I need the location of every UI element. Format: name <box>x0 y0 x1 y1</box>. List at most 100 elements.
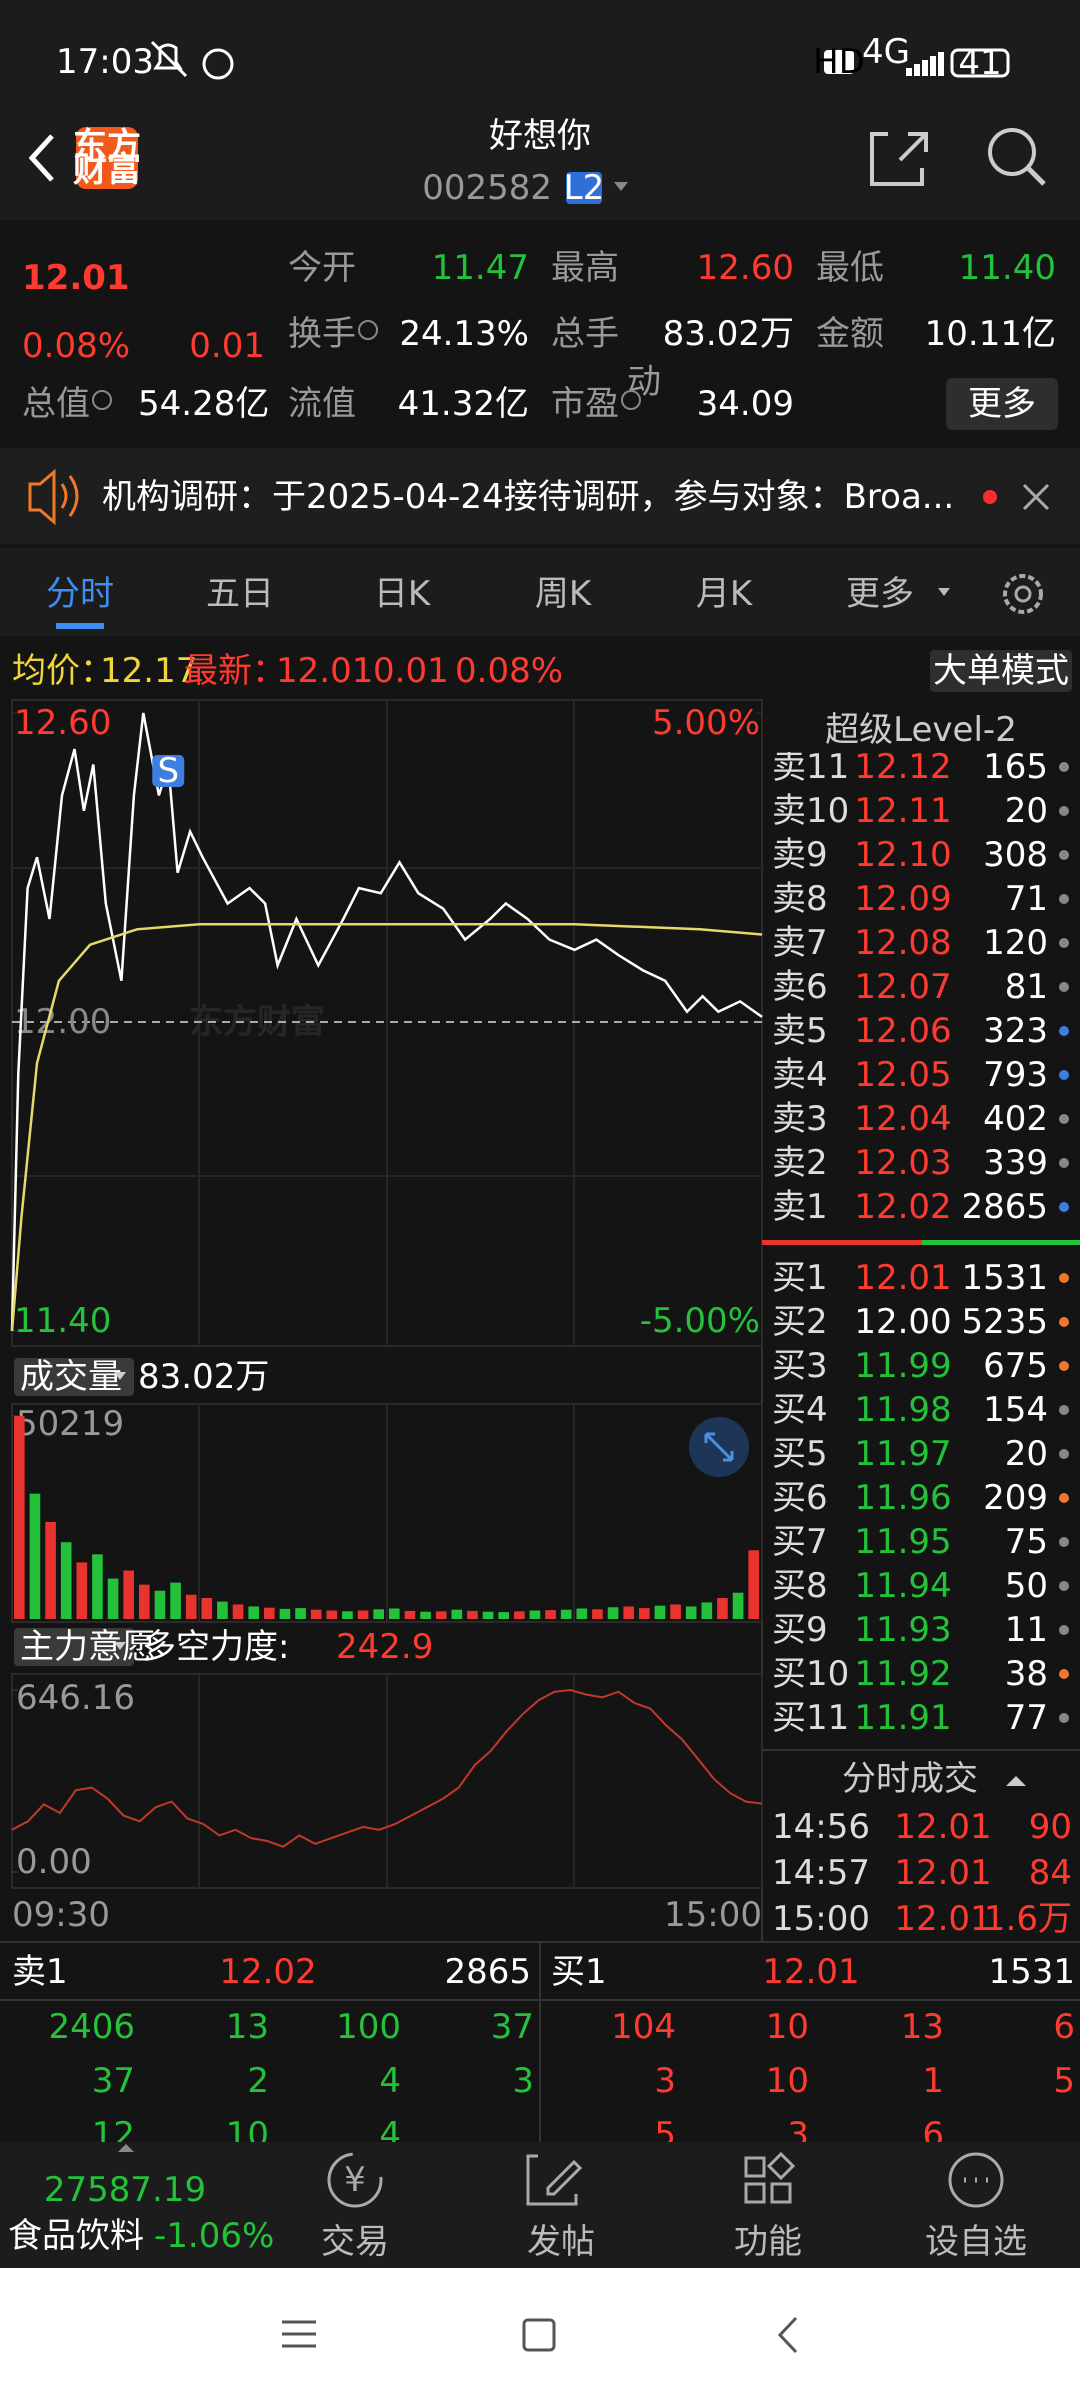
trade-volume: 90 <box>1029 1807 1072 1847</box>
field-value: 24.13% <box>399 314 529 354</box>
x-tick-label: 09:30 <box>12 1895 110 1935</box>
detail-cell: 2406 <box>48 2007 135 2047</box>
y-tick-label: 11.40 <box>14 1301 111 1341</box>
volume-bar <box>76 1562 88 1619</box>
book-price: 11.99 <box>854 1346 951 1386</box>
more-button[interactable] <box>946 378 1058 430</box>
index-value[interactable]: 27587.19 <box>44 2170 206 2210</box>
mode-button[interactable] <box>930 650 1072 692</box>
y-tick-label: 646.16 <box>16 1678 135 1718</box>
book-label: 卖2 <box>772 1143 828 1183</box>
detail-cell: 37 <box>92 2061 135 2101</box>
dropdown-arrow[interactable] <box>614 182 628 191</box>
book-volume: 81 <box>1005 967 1048 1007</box>
more-button-text[interactable]: 更多 <box>968 384 1036 424</box>
detail-cell: 104 <box>611 2007 676 2047</box>
volume-bar <box>14 1416 25 1619</box>
book-label: 买6 <box>772 1478 828 1518</box>
chart-title[interactable]: 主力意愿 <box>20 1627 156 1667</box>
field-value: 83.02万 <box>663 314 794 354</box>
trade-price: 12.01 <box>894 1899 991 1939</box>
volume-bar <box>185 1594 197 1619</box>
notice-close[interactable] <box>1022 483 1050 511</box>
function-icon[interactable] <box>744 2151 796 2204</box>
tab[interactable]: 周K <box>535 574 593 614</box>
post-icon[interactable] <box>526 2154 583 2206</box>
total-volume: 83.02万 <box>138 1357 269 1397</box>
volume-selector[interactable] <box>14 1358 134 1396</box>
book-price: 12.05 <box>854 1055 951 1095</box>
field-note: 动 <box>627 362 661 402</box>
volume-bar <box>732 1592 744 1619</box>
share-button[interactable] <box>870 132 928 186</box>
nav-back[interactable] <box>777 2316 798 2354</box>
detail-price: 12.01 <box>762 1952 859 1992</box>
quote-bg <box>0 222 1080 442</box>
book-volume: 20 <box>1005 1434 1048 1474</box>
volume-bar <box>357 1610 369 1619</box>
field-value: 41.32亿 <box>398 384 529 424</box>
info-icon[interactable] <box>621 390 641 410</box>
book-flag <box>1059 982 1069 992</box>
field-value: 11.47 <box>432 248 529 288</box>
book-flag <box>1059 1449 1069 1459</box>
book-label: 卖1 <box>772 1187 828 1227</box>
volume-bar <box>170 1582 181 1619</box>
volume-bar <box>373 1609 384 1619</box>
bottom-button[interactable]: 发帖 <box>527 2222 595 2262</box>
book-label: 卖5 <box>772 1011 828 1051</box>
tab[interactable]: 更多 <box>846 574 914 614</box>
tab[interactable]: 分时 <box>46 574 114 614</box>
settings-button[interactable] <box>1003 574 1043 614</box>
volume-bar <box>451 1609 463 1619</box>
book-volume: 793 <box>983 1055 1048 1095</box>
chart-title[interactable]: 成交量 <box>20 1357 122 1397</box>
battery-level: 41 <box>958 43 1001 83</box>
trades-title[interactable]: 分时成交 <box>842 1759 978 1799</box>
volume-bar <box>310 1609 322 1619</box>
trade-icon[interactable] <box>327 2152 383 2208</box>
volume-bar <box>107 1578 119 1619</box>
tab[interactable]: 五日 <box>206 574 274 614</box>
detail-cell: 100 <box>336 2007 401 2047</box>
book-price: 12.12 <box>854 747 951 787</box>
watchlist-icon[interactable] <box>948 2152 1004 2208</box>
power-selector[interactable] <box>14 1628 134 1666</box>
back-button[interactable] <box>28 134 54 182</box>
book-volume: 402 <box>983 1099 1048 1139</box>
book-price: 12.07 <box>854 967 951 1007</box>
notice-text[interactable]: 机构调研：于2025-04-24接待调研，参与对象：Broa... <box>102 477 954 517</box>
level-text: L2 <box>564 168 605 208</box>
book-volume: 154 <box>983 1390 1048 1430</box>
book-label: 买7 <box>772 1522 828 1562</box>
bottom-button[interactable]: 功能 <box>734 2222 802 2262</box>
book-label: 买9 <box>772 1610 828 1650</box>
power-line <box>11 1688 763 1848</box>
mode-button-text[interactable]: 大单模式 <box>933 651 1069 691</box>
book-label: 买5 <box>772 1434 828 1474</box>
detail-cell: 3 <box>787 2115 809 2155</box>
book-flag <box>1059 1537 1069 1547</box>
info-icon[interactable] <box>358 320 378 340</box>
bottom-button[interactable]: 交易 <box>321 2222 389 2262</box>
book-flag <box>1059 850 1069 860</box>
expand-index[interactable] <box>118 2144 134 2152</box>
nav-menu[interactable] <box>282 2320 316 2348</box>
nav-home[interactable] <box>522 2318 556 2352</box>
tab[interactable]: 日K <box>374 574 432 614</box>
dropdown-arrow <box>114 1372 126 1380</box>
info-icon[interactable] <box>92 390 112 410</box>
search-button[interactable] <box>988 128 1036 176</box>
tab[interactable]: 月K <box>696 574 754 614</box>
book-flag <box>1059 1202 1069 1212</box>
trades-arrow[interactable] <box>1006 1776 1026 1786</box>
sector-change: -1.06% <box>154 2216 274 2256</box>
bottom-button[interactable]: 设自选 <box>925 2222 1027 2262</box>
book-price: 11.95 <box>854 1522 951 1562</box>
volume-bar <box>123 1570 134 1619</box>
volume-bar <box>139 1584 150 1619</box>
book-volume: 5235 <box>961 1302 1048 1342</box>
volume-bar <box>29 1493 41 1619</box>
annotation-badge[interactable] <box>152 755 185 787</box>
